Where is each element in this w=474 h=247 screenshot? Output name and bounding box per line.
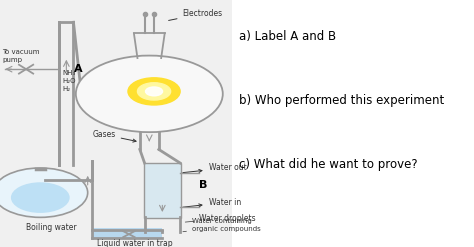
Text: Water out: Water out bbox=[183, 164, 246, 173]
Circle shape bbox=[128, 78, 180, 105]
FancyBboxPatch shape bbox=[232, 0, 474, 247]
Text: Spark
discharge: Spark discharge bbox=[185, 77, 222, 96]
Text: A: A bbox=[73, 64, 82, 74]
Text: Water in: Water in bbox=[183, 198, 241, 207]
Text: Boiling water: Boiling water bbox=[26, 223, 77, 232]
Text: NH₃
H₂O
H₂: NH₃ H₂O H₂ bbox=[63, 70, 76, 92]
Text: a) Label A and B: a) Label A and B bbox=[239, 30, 337, 43]
Text: c) What did he want to prove?: c) What did he want to prove? bbox=[239, 158, 418, 171]
Text: B: B bbox=[199, 180, 208, 190]
Circle shape bbox=[76, 56, 223, 132]
Circle shape bbox=[11, 182, 70, 213]
Text: b) Who performed this experiment: b) Who performed this experiment bbox=[239, 94, 445, 107]
FancyBboxPatch shape bbox=[144, 163, 181, 218]
Circle shape bbox=[0, 168, 88, 217]
Text: Water containing
organic compounds: Water containing organic compounds bbox=[183, 218, 261, 232]
FancyBboxPatch shape bbox=[0, 0, 232, 247]
Text: Water droplets: Water droplets bbox=[185, 214, 255, 223]
Circle shape bbox=[146, 87, 163, 96]
Text: To vacuum
pump: To vacuum pump bbox=[2, 49, 40, 63]
Text: Electrodes: Electrodes bbox=[169, 9, 223, 21]
Circle shape bbox=[137, 83, 171, 100]
Text: Liquid water in trap: Liquid water in trap bbox=[97, 239, 173, 247]
FancyBboxPatch shape bbox=[92, 228, 162, 238]
Text: Gases: Gases bbox=[92, 130, 136, 142]
